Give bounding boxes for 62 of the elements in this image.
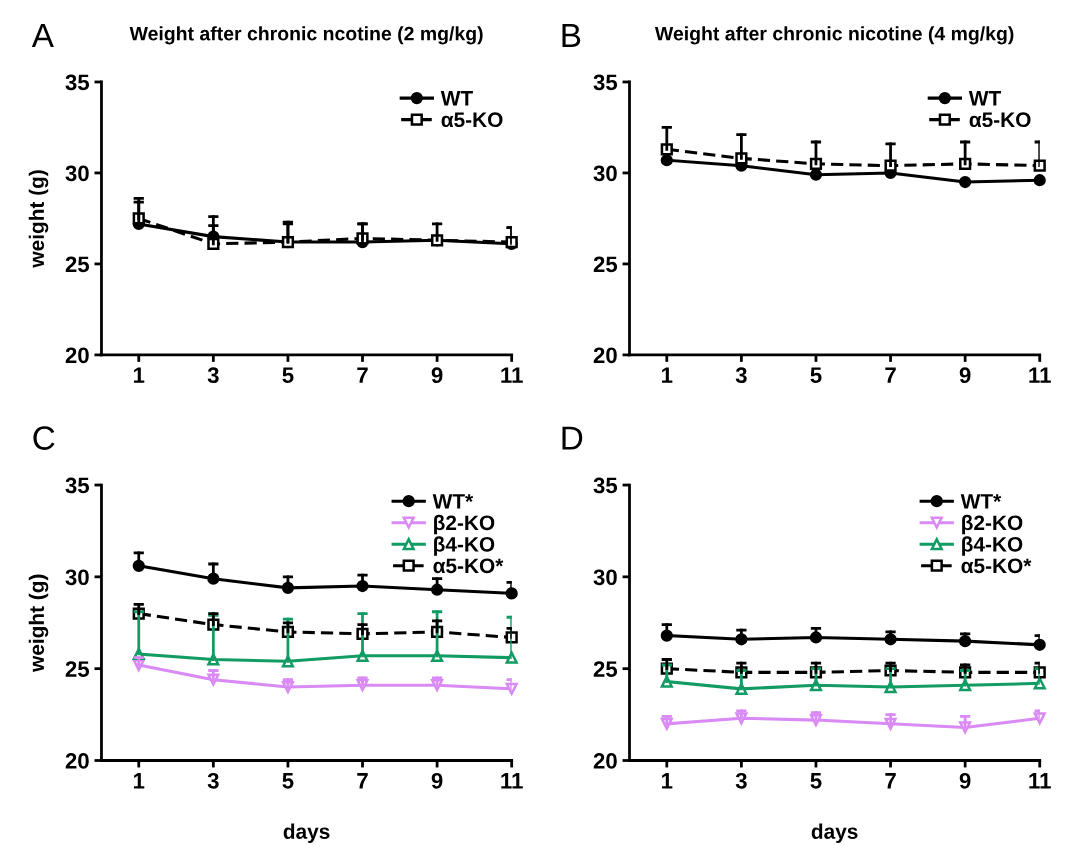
x-tick-label: 3 (207, 367, 219, 384)
text: D (562, 426, 583, 450)
x-tick-label: 11 (1029, 773, 1051, 789)
y-tick-label: 20 (65, 347, 89, 364)
y-tick-label: 30 (593, 569, 617, 586)
x-tick-label: 7 (885, 773, 896, 789)
y-tick-label: 20 (593, 753, 617, 769)
x-tick-label: 9 (959, 772, 971, 789)
y-tick-label: 30 (65, 165, 89, 182)
legend-label: α5-KO* (433, 558, 504, 574)
x-tick-label: 5 (810, 773, 822, 789)
x-tick-label: 5 (810, 367, 822, 384)
y-axis-title: weight (g) (28, 170, 49, 268)
y-tick-label: 30 (593, 165, 617, 182)
x-tick-label: 5 (282, 773, 294, 789)
y-tick-label: 25 (593, 661, 618, 677)
x-tick-label: 3 (735, 772, 747, 789)
y-tick-label: 35 (593, 477, 618, 494)
y-tick-label: 25 (593, 256, 618, 273)
legend-label: α5-KO (441, 112, 503, 128)
x-tick-label: 3 (735, 367, 747, 384)
legend-label: β2-KO (434, 514, 495, 535)
x-tick-label: 7 (357, 367, 368, 383)
legend-label: WT (440, 91, 473, 106)
x-tick-label: 7 (885, 367, 896, 383)
chart-title: Weight after chronic ncotine (2 mg/kg) (129, 26, 483, 45)
chart-title: Weight after chronic nicotine (4 mg/kg) (654, 26, 1014, 45)
y-tick-label: 30 (65, 569, 89, 586)
x-tick-label: 5 (282, 367, 294, 384)
x-tick-label: 9 (431, 772, 443, 789)
y-tick-label: 25 (65, 661, 90, 677)
x-axis-title: days (811, 823, 858, 843)
legend-label: β4-KO (434, 536, 495, 556)
x-tick-label: 11 (1029, 367, 1051, 383)
y-tick-label: 20 (593, 347, 617, 364)
legend-label: α5-KO* (961, 558, 1032, 574)
x-tick-label: 1 (133, 367, 145, 383)
y-tick-label: 35 (593, 74, 618, 91)
x-axis-title: days (283, 823, 330, 843)
x-tick-label: 9 (959, 367, 971, 384)
x-tick-label: 9 (431, 367, 443, 384)
y-tick-label: 25 (65, 256, 90, 273)
legend-label: β2-KO (962, 514, 1023, 535)
text: A (31, 23, 54, 47)
legend-label: α5-KO (969, 112, 1031, 128)
legend-label: β4-KO (962, 536, 1023, 556)
x-tick-label: 3 (207, 772, 219, 789)
x-tick-label: 7 (357, 773, 368, 789)
legend-label: WT (968, 91, 1001, 106)
x-tick-label: 11 (501, 367, 523, 383)
x-tick-label: 1 (662, 773, 673, 789)
y-tick-label: 35 (65, 477, 90, 494)
x-tick-label: 1 (662, 367, 673, 383)
legend-label: WT* (960, 494, 1002, 509)
y-tick-label: 20 (65, 753, 89, 769)
y-axis-title: weight (g) (28, 574, 49, 672)
x-tick-label: 1 (133, 773, 145, 789)
text: B (562, 23, 581, 47)
text: C (33, 426, 55, 450)
legend-label: WT* (432, 494, 474, 509)
x-tick-label: 11 (501, 773, 523, 789)
y-tick-label: 35 (65, 74, 90, 91)
